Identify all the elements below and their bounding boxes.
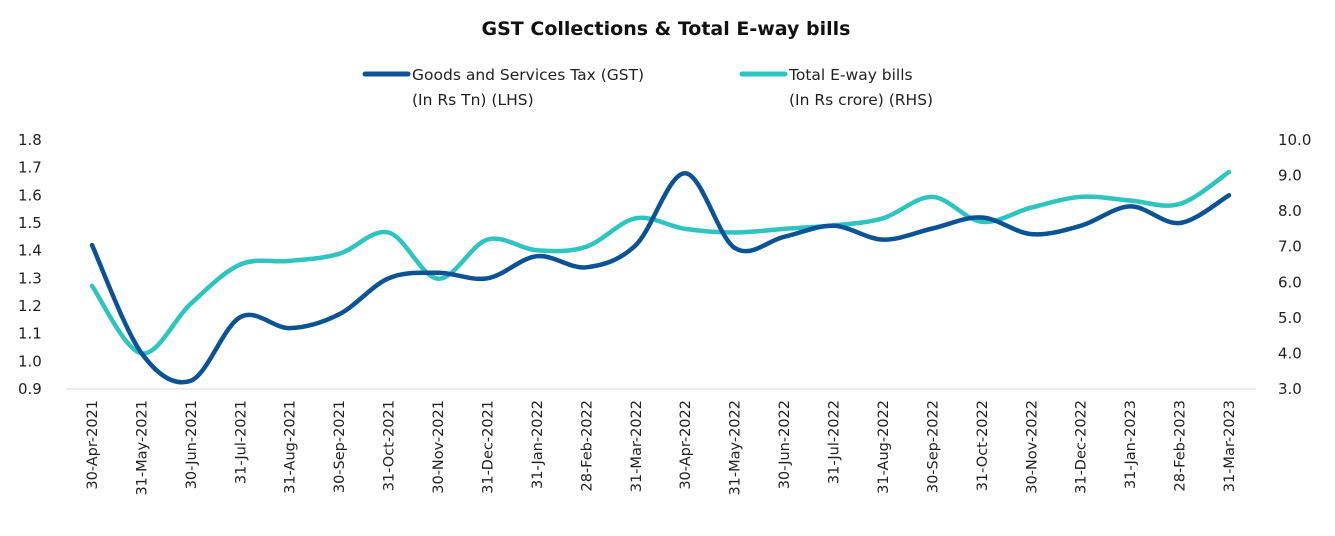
y-left-tick-label: 1.1 [18, 325, 42, 343]
y-right-tick-label: 5.0 [1278, 309, 1302, 327]
x-tick-label: 30-Apr-2021 [85, 400, 101, 490]
y-left-tick-label: 1.0 [18, 352, 42, 370]
x-tick-label: 31-Jul-2022 [827, 400, 843, 484]
chart-title: GST Collections & Total E-way bills [482, 18, 851, 40]
legend-label-eway-line1: Total E-way bills [788, 66, 913, 84]
x-tick-label: 31-Aug-2022 [876, 400, 892, 494]
x-tick-label: 30-Jun-2021 [184, 400, 200, 489]
legend: Goods and Services Tax (GST) (In Rs Tn) … [362, 66, 933, 109]
y-left-tick-label: 1.6 [18, 186, 42, 204]
y-left-tick-label: 1.8 [18, 131, 42, 149]
x-tick-label: 30-Apr-2022 [678, 400, 694, 490]
x-tick-label: 31-Aug-2021 [283, 400, 299, 494]
x-axis: 30-Apr-2021 31-May-2021 30-Jun-2021 31-Jul-… [85, 400, 1238, 496]
series-line-gst [89, 170, 1232, 385]
x-tick-label: 31-Jan-2022 [530, 400, 546, 489]
x-tick-label: 30-Nov-2021 [431, 400, 447, 494]
y-axis-left: 0.9 1.0 1.1 1.2 1.3 1.4 1.5 1.6 1.7 1.8 [18, 131, 42, 398]
y-right-tick-label: 6.0 [1278, 273, 1302, 291]
x-tick-label: 31-Mar-2023 [1222, 400, 1238, 492]
x-tick-label: 30-Nov-2022 [1024, 400, 1040, 494]
legend-item-gst: Goods and Services Tax (GST) (In Rs Tn) … [362, 66, 644, 109]
x-tick-label: 31-Mar-2022 [629, 400, 645, 492]
legend-item-eway: Total E-way bills (In Rs crore) (RHS) [739, 66, 933, 109]
x-tick-label: 31-Oct-2022 [975, 400, 991, 491]
x-tick-label: 31-May-2022 [728, 400, 744, 496]
y-left-tick-label: 1.4 [18, 242, 42, 260]
x-tick-label: 31-Dec-2022 [1074, 400, 1090, 494]
y-left-tick-label: 1.2 [18, 297, 42, 315]
x-tick-label: 30-Jun-2022 [777, 400, 793, 489]
x-tick-label: 31-Dec-2021 [480, 400, 496, 494]
y-axis-right: 3.0 4.0 5.0 6.0 7.0 8.0 9.0 10.0 [1278, 131, 1311, 398]
x-tick-label: 30-Sep-2022 [925, 400, 941, 493]
legend-label-eway-line2: (In Rs crore) (RHS) [789, 91, 933, 109]
y-right-tick-label: 3.0 [1278, 380, 1302, 398]
x-tick-label: 31-Oct-2021 [382, 400, 398, 491]
y-right-tick-label: 10.0 [1278, 131, 1311, 149]
y-right-tick-label: 9.0 [1278, 167, 1302, 185]
series-line-eway-bills [89, 169, 1232, 356]
y-left-tick-label: 1.5 [18, 214, 42, 232]
y-left-tick-label: 0.9 [18, 380, 42, 398]
x-tick-label: 28-Feb-2022 [579, 400, 595, 492]
x-tick-label: 31-Jan-2023 [1123, 400, 1139, 489]
y-left-tick-label: 1.3 [18, 269, 42, 287]
legend-label-gst-line2: (In Rs Tn) (LHS) [412, 91, 534, 109]
x-tick-label: 28-Feb-2023 [1173, 400, 1189, 492]
plot-area [89, 169, 1232, 385]
x-tick-label: 31-Jul-2021 [233, 400, 249, 484]
y-right-tick-label: 7.0 [1278, 238, 1302, 256]
x-tick-label: 31-May-2021 [134, 400, 150, 496]
x-tick-label: 30-Sep-2021 [332, 400, 348, 493]
y-left-tick-label: 1.7 [18, 159, 42, 177]
legend-label-gst-line1: Goods and Services Tax (GST) [412, 66, 644, 84]
y-right-tick-label: 8.0 [1278, 202, 1302, 220]
y-right-tick-label: 4.0 [1278, 344, 1302, 362]
